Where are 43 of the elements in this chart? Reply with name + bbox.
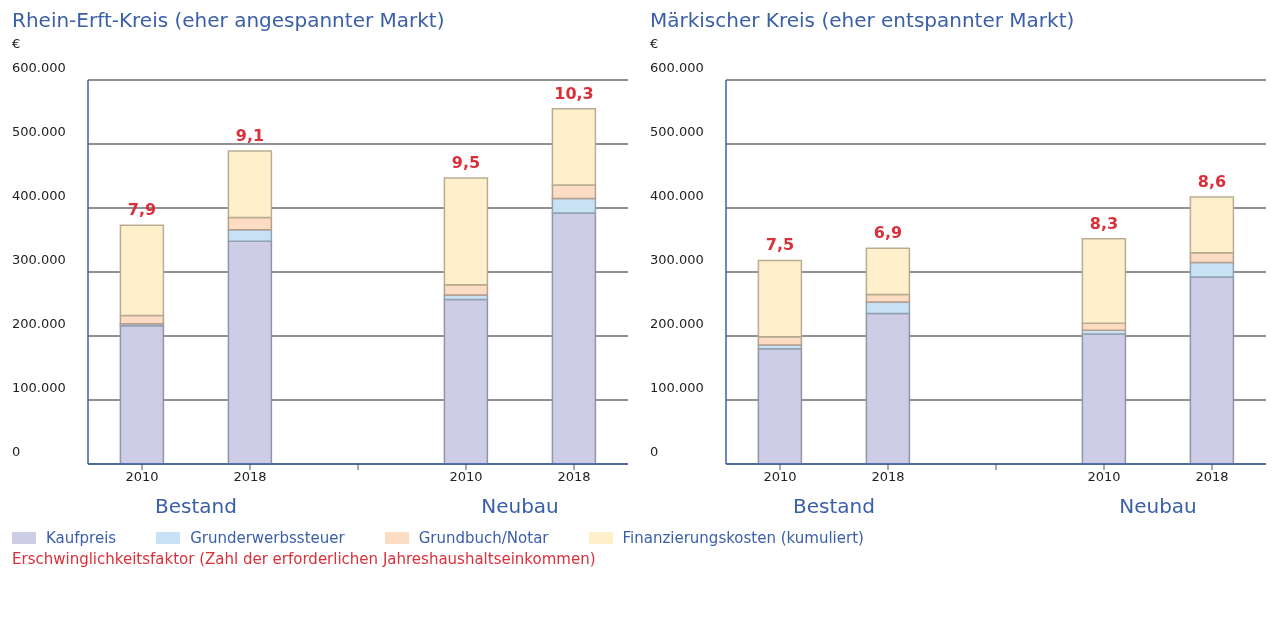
y-tick-label: 600.000 bbox=[12, 60, 66, 75]
x-tick-label: 2010 bbox=[449, 469, 483, 485]
chart-title: Märkischer Kreis (eher entspannter Markt) bbox=[649, 8, 1076, 34]
annotation: 7,5 bbox=[765, 235, 795, 255]
x-tick-label: 2018 bbox=[233, 469, 267, 485]
text: Neubau bbox=[480, 494, 560, 518]
annotation: 6,9 bbox=[873, 223, 903, 243]
y-tick-label: 200.000 bbox=[12, 316, 66, 331]
annotation: 10,3 bbox=[554, 83, 594, 103]
legend-label: Finanzierungskosten (kumuliert) bbox=[622, 529, 864, 547]
y-tick-label: 200.000 bbox=[650, 316, 704, 331]
x-tick-label: 2010 bbox=[1087, 469, 1121, 485]
text: Erschwinglichkeitsfaktor (Zahl der erforderlichen Jahreshaushaltseinkommen) bbox=[11, 550, 597, 568]
y-axis-title: € bbox=[11, 36, 22, 53]
x-tick-label: 2010 bbox=[763, 469, 797, 485]
x-tick-label: 2018 bbox=[557, 469, 591, 485]
y-tick-label: 300.000 bbox=[650, 252, 704, 267]
y-tick-label: 400.000 bbox=[650, 188, 704, 203]
y-tick-label: 0 bbox=[12, 444, 21, 459]
legend-label: Grunderwerbssteuer bbox=[190, 529, 345, 547]
chart-title: Rhein-Erft-Kreis (eher angespannter Markt) bbox=[11, 8, 446, 34]
x-tick-label: 2018 bbox=[871, 469, 905, 485]
y-tick-label: 500.000 bbox=[12, 124, 66, 139]
annotation: 9,5 bbox=[451, 152, 481, 172]
annotation: 9,1 bbox=[235, 126, 265, 146]
legend-label: Kaufpreis bbox=[46, 529, 117, 547]
y-axis-title: € bbox=[649, 36, 660, 53]
annotation: 7,9 bbox=[127, 200, 157, 220]
text: Bestand bbox=[792, 494, 876, 518]
y-tick-label: 600.000 bbox=[650, 60, 704, 75]
text: Neubau bbox=[1118, 494, 1198, 518]
text: Bestand bbox=[154, 494, 238, 518]
annotation: 8,6 bbox=[1197, 172, 1227, 192]
y-tick-label: 400.000 bbox=[12, 188, 66, 203]
x-tick-label: 2018 bbox=[1195, 469, 1229, 485]
y-tick-label: 0 bbox=[650, 444, 659, 459]
legend-label: Grundbuch/Notar bbox=[418, 529, 549, 547]
x-tick-label: 2010 bbox=[125, 469, 159, 485]
annotation: 8,3 bbox=[1089, 213, 1119, 233]
y-tick-label: 100.000 bbox=[650, 380, 704, 395]
y-tick-label: 500.000 bbox=[650, 124, 704, 139]
y-tick-label: 100.000 bbox=[12, 380, 66, 395]
y-tick-label: 300.000 bbox=[12, 252, 66, 267]
